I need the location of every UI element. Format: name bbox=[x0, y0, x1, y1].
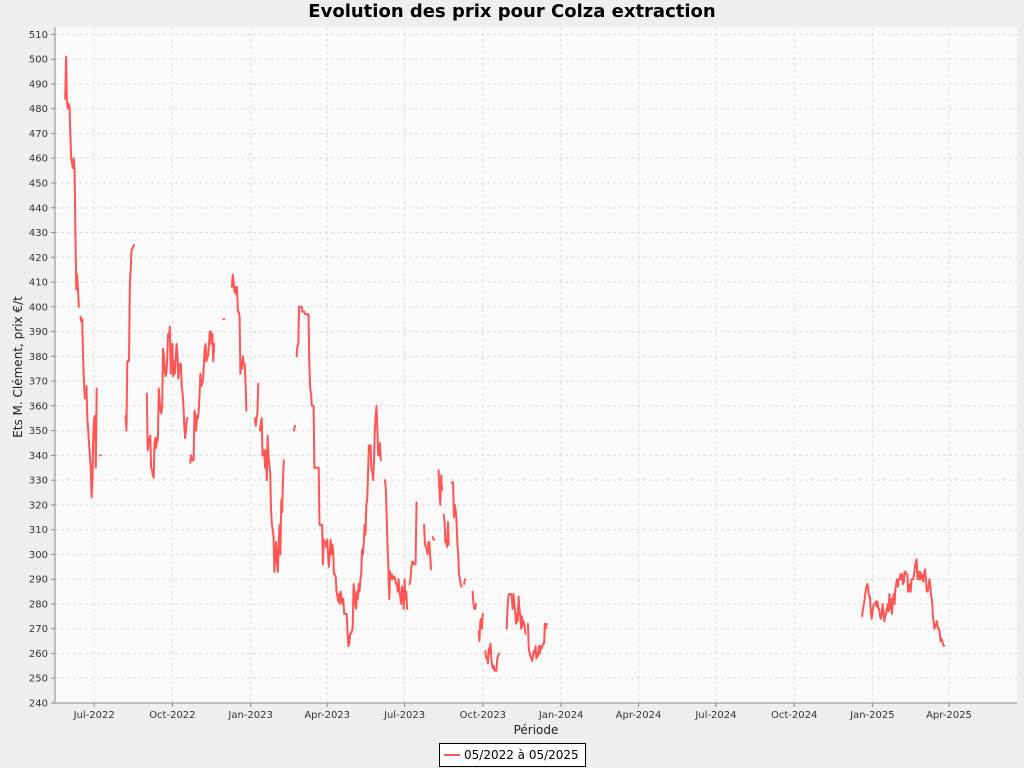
y-tick-label: 310 bbox=[29, 525, 48, 536]
x-tick-label: Oct-2023 bbox=[460, 710, 506, 721]
y-tick-label: 250 bbox=[29, 674, 48, 685]
series-layer bbox=[64, 55, 945, 672]
y-tick-label: 300 bbox=[29, 550, 48, 561]
series-line-segment bbox=[484, 642, 496, 672]
y-tick-label: 370 bbox=[29, 377, 48, 388]
series-line-segment bbox=[423, 523, 432, 571]
y-tick-label: 320 bbox=[29, 500, 48, 511]
series-line-segment bbox=[64, 55, 80, 308]
y-tick-label: 390 bbox=[29, 327, 48, 338]
x-tick-label: Jul-2023 bbox=[383, 710, 425, 721]
x-tick-label: Jul-2024 bbox=[694, 710, 736, 721]
y-tick-label: 290 bbox=[29, 575, 48, 586]
series-line-segment bbox=[145, 325, 189, 479]
series-line-segment bbox=[293, 424, 296, 432]
y-tick-label: 490 bbox=[29, 79, 48, 90]
series-line-segment bbox=[861, 558, 945, 647]
y-tick-label: 330 bbox=[29, 476, 48, 487]
plot-area bbox=[55, 27, 1017, 703]
x-tick-label: Jan-2025 bbox=[849, 710, 894, 721]
series-line-segment bbox=[230, 273, 248, 412]
x-tick-label: Oct-2022 bbox=[149, 710, 195, 721]
x-axis-title: Période bbox=[514, 723, 559, 737]
y-tick-label: 260 bbox=[29, 649, 48, 660]
y-tick-label: 450 bbox=[29, 179, 48, 190]
series-line-segment bbox=[450, 481, 463, 588]
x-tick-label: Apr-2025 bbox=[926, 710, 972, 721]
y-tick-label: 470 bbox=[29, 129, 48, 140]
series-line-segment bbox=[189, 330, 216, 464]
y-tick-label: 240 bbox=[29, 699, 48, 710]
y-tick-label: 440 bbox=[29, 203, 48, 214]
series-line-segment bbox=[471, 590, 477, 610]
series-line-segment bbox=[124, 243, 136, 432]
x-tick-label: Jul-2022 bbox=[73, 710, 115, 721]
series-line-segment bbox=[253, 382, 260, 427]
y-tick-label: 380 bbox=[29, 352, 48, 363]
series-line-segment bbox=[526, 622, 548, 662]
y-tick-label: 430 bbox=[29, 228, 48, 239]
series-line-segment bbox=[437, 469, 443, 506]
y-tick-label: 360 bbox=[29, 401, 48, 412]
y-tick-label: 350 bbox=[29, 426, 48, 437]
series-line-segment bbox=[431, 536, 436, 541]
series-line-segment bbox=[85, 385, 98, 499]
y-tick-label: 400 bbox=[29, 302, 48, 313]
y-axis-title: Ets M. Clément, prix €/t bbox=[11, 296, 25, 438]
y-tick-label: 270 bbox=[29, 624, 48, 635]
series-line-segment bbox=[408, 501, 418, 586]
series-line-segment bbox=[477, 612, 484, 643]
y-tick-label: 500 bbox=[29, 55, 48, 66]
legend-label: 05/2022 à 05/2025 bbox=[464, 748, 579, 762]
series-line-segment bbox=[495, 652, 500, 672]
y-tick-label: 480 bbox=[29, 104, 48, 115]
series-line-segment bbox=[295, 305, 382, 647]
series-line-segment bbox=[384, 479, 409, 610]
x-tick-label: Jan-2023 bbox=[227, 710, 272, 721]
chart-title: Evolution des prix pour Colza extraction bbox=[308, 1, 716, 22]
y-tick-label: 460 bbox=[29, 154, 48, 165]
y-tick-label: 340 bbox=[29, 451, 48, 462]
series-line-segment bbox=[505, 593, 527, 635]
x-tick-label: Jan-2024 bbox=[538, 710, 583, 721]
y-tick-label: 280 bbox=[29, 599, 48, 610]
x-tick-label: Apr-2023 bbox=[304, 710, 350, 721]
x-tick-label: Oct-2024 bbox=[771, 710, 817, 721]
y-tick-label: 510 bbox=[29, 30, 48, 41]
series-line-segment bbox=[79, 315, 86, 400]
series-line-segment bbox=[463, 578, 466, 586]
y-tick-label: 410 bbox=[29, 278, 48, 289]
x-tick-label: Apr-2024 bbox=[616, 710, 662, 721]
series-line-segment bbox=[259, 417, 285, 573]
y-tick-label: 420 bbox=[29, 253, 48, 264]
series-line-segment bbox=[442, 513, 450, 548]
legend-swatch bbox=[444, 754, 460, 756]
legend: 05/2022 à 05/2025 bbox=[439, 743, 586, 767]
axes: 240 250 260 270 280 290 300 310 320 330 340 350 360 3… bbox=[29, 27, 1017, 721]
